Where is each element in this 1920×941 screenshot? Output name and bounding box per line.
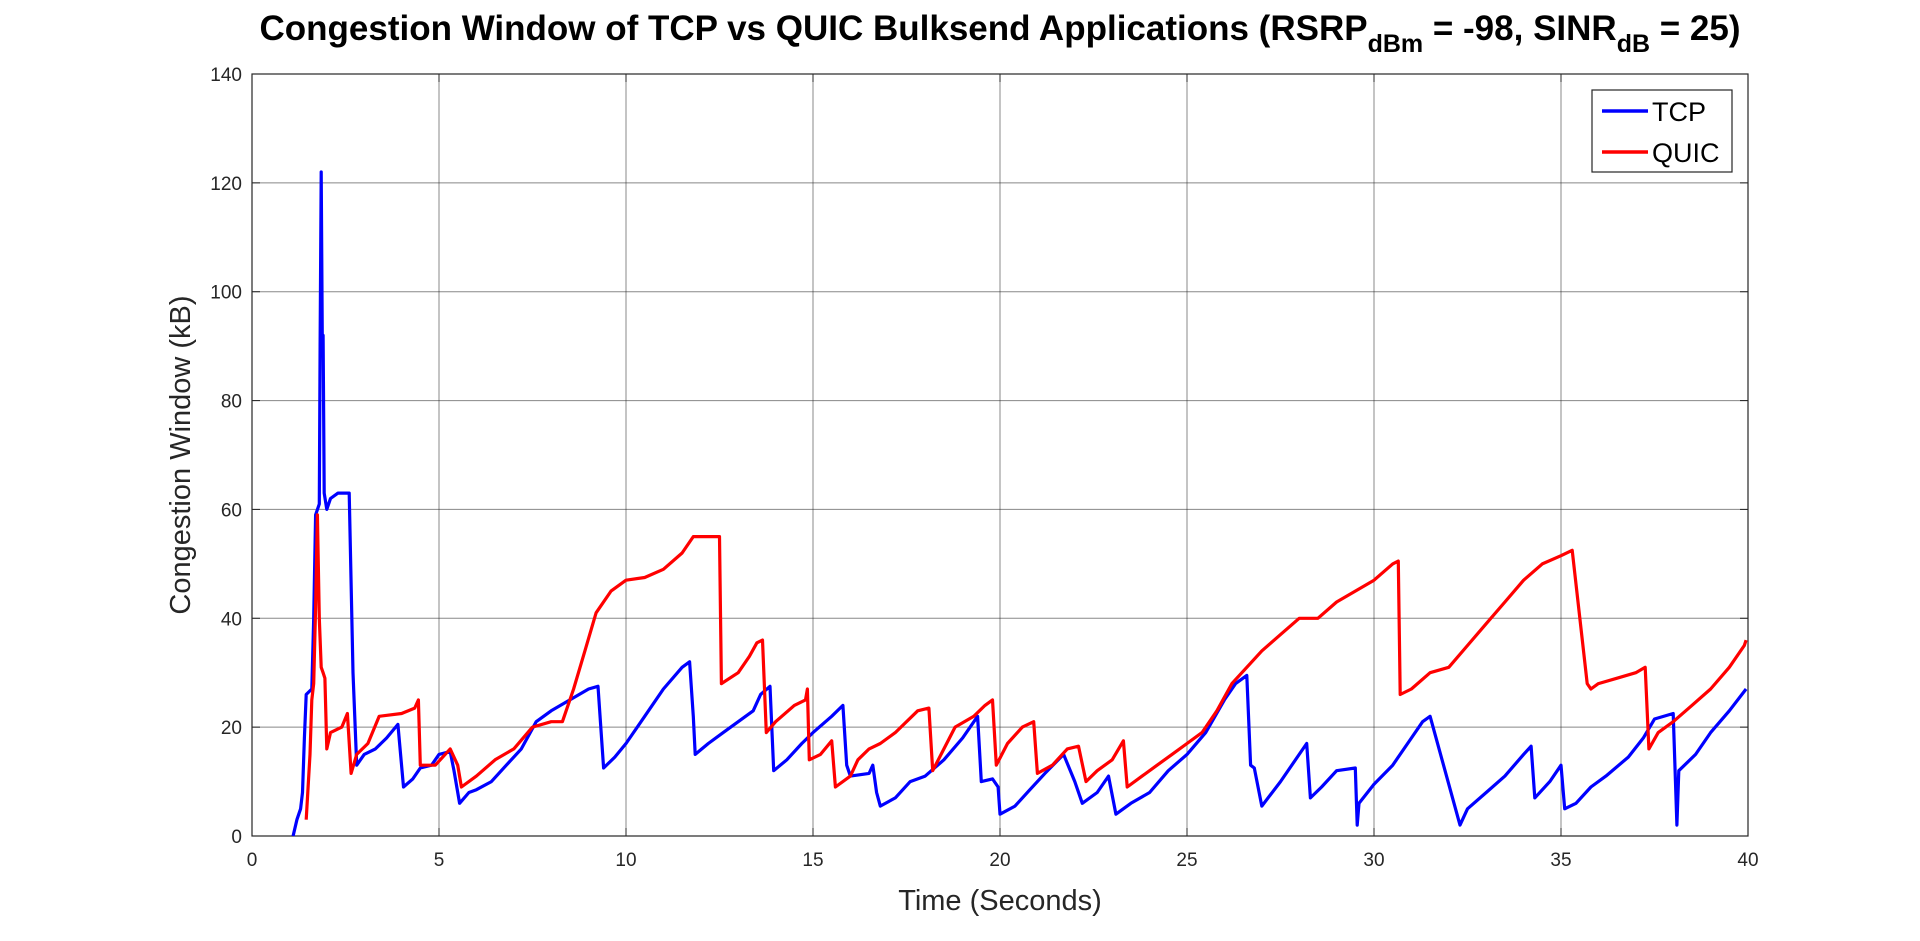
x-tick-label: 40 [1737, 850, 1758, 871]
legend: TCP QUIC [1591, 89, 1733, 173]
title-mid: = -98, SINR [1423, 9, 1617, 48]
x-axis-label: Time (Seconds) [898, 885, 1102, 917]
y-tick-label: 0 [231, 827, 242, 848]
title-end: = 25) [1650, 9, 1740, 48]
gridlines [252, 74, 1748, 836]
x-tick-label: 30 [1363, 850, 1384, 871]
title-main: Congestion Window of TCP vs QUIC Bulksen… [260, 9, 1368, 48]
y-tick-label: 80 [221, 392, 242, 413]
x-tick-label: 25 [1176, 850, 1197, 871]
x-tick-label: 15 [802, 850, 823, 871]
chart-title: Congestion Window of TCP vs QUIC Bulksen… [260, 9, 1741, 58]
axis-ticks: 0 5 10 15 20 25 30 35 40 0 20 40 60 80 100 120 140 [210, 65, 1758, 871]
y-tick-label: 20 [221, 718, 242, 739]
legend-label-quic: QUIC [1652, 138, 1720, 168]
series-line-tcp [291, 170, 1748, 837]
y-tick-label: 140 [210, 65, 242, 86]
title-subscript-db: dB [1617, 30, 1650, 58]
y-tick-label: 120 [210, 174, 242, 195]
y-tick-label: 60 [221, 500, 242, 521]
series-line-quic [304, 513, 1748, 820]
x-tick-label: 35 [1550, 850, 1571, 871]
y-tick-label: 40 [221, 609, 242, 630]
legend-box [1591, 89, 1733, 173]
legend-label-tcp: TCP [1652, 97, 1706, 127]
title-subscript-dbm: dBm [1368, 30, 1424, 58]
y-tick-label: 100 [210, 283, 242, 304]
series-layer [291, 170, 1748, 837]
y-axis-label: Congestion Window (kB) [165, 295, 197, 614]
x-tick-label: 10 [615, 850, 636, 871]
x-tick-label: 0 [247, 850, 258, 871]
x-tick-label: 20 [989, 850, 1010, 871]
x-tick-label: 5 [434, 850, 445, 871]
